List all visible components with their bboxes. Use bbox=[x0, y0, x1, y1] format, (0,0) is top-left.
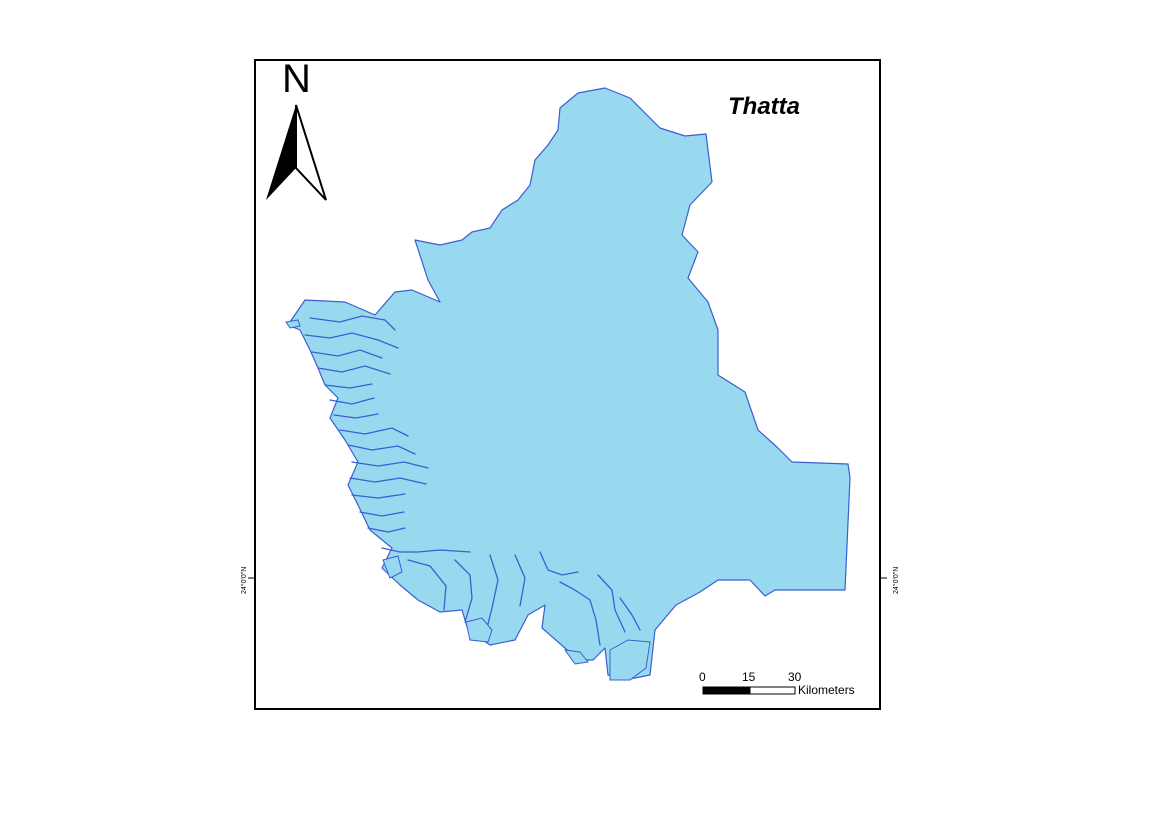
graticule: 24°0'0"N 24°0'0"N bbox=[240, 567, 900, 594]
scale-tick-15: 15 bbox=[742, 670, 756, 684]
scale-tick-0: 0 bbox=[699, 670, 706, 684]
coastal-islands bbox=[285, 319, 651, 681]
left-latitude-label: 24°0'0"N bbox=[240, 567, 248, 594]
north-arrow-left-half bbox=[266, 105, 296, 200]
right-latitude-label: 24°0'0"N bbox=[892, 567, 900, 594]
scale-bar: 0 15 30 Kilometers bbox=[699, 670, 855, 697]
thatta-district-polygon bbox=[287, 87, 851, 681]
scale-unit: Kilometers bbox=[798, 683, 855, 697]
north-label: N bbox=[282, 57, 311, 101]
north-arrow-right-half bbox=[295, 104, 327, 201]
scale-tick-30: 30 bbox=[788, 670, 802, 684]
map-frame bbox=[254, 59, 881, 710]
coastal-creeks bbox=[304, 315, 641, 646]
scale-segment-dark bbox=[702, 686, 751, 695]
scale-segment-light bbox=[749, 686, 796, 695]
north-arrow: N bbox=[266, 57, 327, 201]
map-title: Thatta bbox=[728, 93, 800, 120]
